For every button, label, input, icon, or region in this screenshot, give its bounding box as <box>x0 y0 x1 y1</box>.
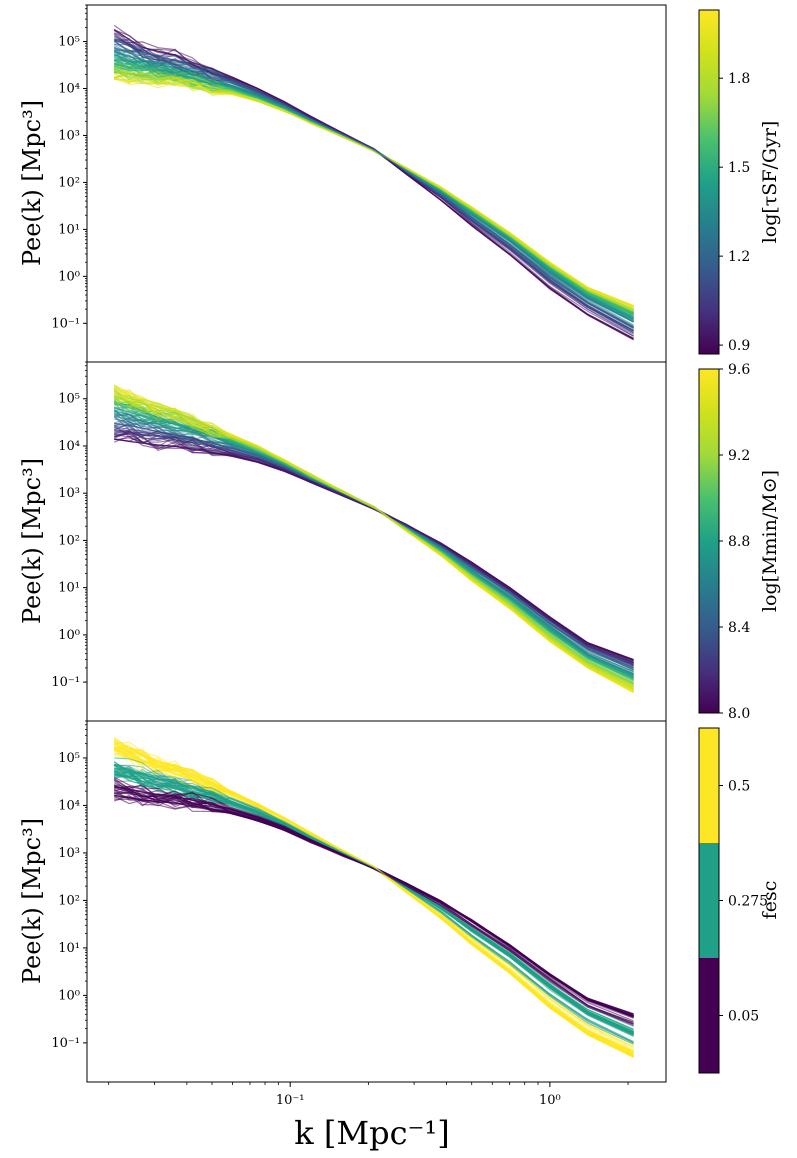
colorbar-f-esc-bins <box>699 728 719 1073</box>
cb-tick-label-1-3: 9.2 <box>728 448 750 464</box>
cb-tick-label-1-1: 8.4 <box>728 620 750 636</box>
colorbar-bin-2 <box>699 728 719 843</box>
realization-line-2-84 <box>113 784 634 1022</box>
realization-line-1-80 <box>114 390 634 693</box>
realization-line-2-71 <box>114 774 634 1037</box>
panel-tau-sf-y-ticks: 10⁻¹ 10⁰ 10¹ 10² 10³ 10⁴ 10⁵ <box>51 4 87 331</box>
y-tick-label-1-4: 10³ <box>58 486 80 501</box>
panel-f-esc-frame <box>86 720 667 1083</box>
panel-f-esc-y-label: Pee(k) [Mpc³] <box>18 818 46 984</box>
realization-line-2-86 <box>114 767 634 1034</box>
cb-tick-label-1-0: 8.0 <box>728 706 750 722</box>
y-tick-label-0-6: 10⁵ <box>58 35 80 50</box>
cb-tick-label-1-2: 8.8 <box>728 534 750 550</box>
panel-tau-sf-y-label: Pee(k) [Mpc³] <box>18 100 46 266</box>
y-tick-label-2-4: 10³ <box>58 846 80 861</box>
colorbar-m-min-label: log[Mmin/M⊙] <box>759 470 781 612</box>
y-tick-label-1-1: 10⁰ <box>58 628 80 643</box>
realization-line-1-89 <box>113 384 634 691</box>
colorbar-tau-sf: 0.9 1.2 1.5 1.8 log[τSF/Gyr] <box>698 9 781 355</box>
y-tick-label-2-2: 10¹ <box>58 941 80 956</box>
cb-tick-label-1-4: 9.6 <box>728 362 750 378</box>
realization-line-1-82 <box>113 401 634 679</box>
panel-tau-sf-lines <box>113 24 634 341</box>
panel-m-min-y-label: Pee(k) [Mpc³] <box>18 458 46 624</box>
colorbar-m-min-gradient <box>698 368 720 714</box>
colorbar-m-min: 8.0 8.4 8.8 9.2 9.6 log[Mmin/M⊙] <box>698 362 781 722</box>
realization-line-2-61 <box>114 785 634 1024</box>
colorbar-f-esc-label: fesc <box>759 881 781 920</box>
panel-m-min-lines <box>113 384 634 694</box>
realization-line-0-86 <box>113 56 634 318</box>
panel-f-esc: 10⁻¹ 10⁰ 10¹ 10² 10³ 10⁴ 10⁵ Pee(k) [Mpc³] <box>18 720 667 1083</box>
y-tick-label-0-5: 10⁴ <box>58 82 80 97</box>
x-axis-ticks: 10⁻¹ 10⁰ <box>108 1082 629 1108</box>
realization-line-2-67 <box>113 778 634 1025</box>
realization-line-0-80 <box>114 63 634 316</box>
y-tick-label-1-3: 10² <box>58 533 80 548</box>
y-tick-label-0-3: 10² <box>58 175 80 190</box>
y-tick-label-1-0: 10⁻¹ <box>51 675 80 690</box>
realization-line-2-89 <box>113 784 634 1027</box>
realization-line-2-85 <box>113 749 634 1050</box>
y-tick-label-1-2: 10¹ <box>58 581 80 596</box>
cb-tick-label-0-1: 1.2 <box>728 249 750 265</box>
realization-line-1-88 <box>113 389 634 687</box>
realization-line-1-84 <box>113 430 634 664</box>
cb-tick-label-2-1: 0.275 <box>728 894 768 910</box>
realization-line-2-50 <box>114 768 634 1038</box>
realization-line-0-87 <box>114 78 634 308</box>
realization-line-2-83 <box>113 766 634 1044</box>
y-tick-label-2-1: 10⁰ <box>58 988 80 1003</box>
panel-f-esc-lines <box>113 736 634 1058</box>
colorbar-tau-sf-gradient <box>698 9 720 355</box>
realization-line-1-60 <box>114 425 634 667</box>
realization-line-0-79 <box>114 43 634 331</box>
panel-m-min-y-ticks: 10⁻¹ 10⁰ 10¹ 10² 10³ 10⁴ 10⁵ <box>51 361 87 690</box>
colorbar-bin-1 <box>699 843 719 958</box>
y-tick-label-0-2: 10¹ <box>58 222 80 237</box>
y-tick-label-2-5: 10⁴ <box>58 798 80 813</box>
y-tick-label-1-5: 10⁴ <box>58 439 80 454</box>
panel-tau-sf: 10⁻¹ 10⁰ 10¹ 10² 10³ 10⁴ 10⁵ Pee(k) [Mpc³] <box>18 4 667 363</box>
cb-tick-label-0-3: 1.8 <box>728 71 750 87</box>
x-axis-label: k [Mpc⁻¹] <box>294 1114 449 1152</box>
x-tick-label-0: 10⁻¹ <box>276 1093 305 1108</box>
colorbar-tau-sf-label: log[τSF/Gyr] <box>759 121 781 244</box>
realization-line-0-88 <box>114 50 634 323</box>
realization-line-0-85 <box>113 70 634 312</box>
realization-line-2-88 <box>114 747 634 1058</box>
cb-tick-label-0-2: 1.5 <box>728 160 750 176</box>
colorbar-f-esc: 0.05 0.275 0.5 fesc <box>698 727 781 1074</box>
realization-line-0-89 <box>113 32 634 334</box>
colorbar-m-min-ticks: 8.0 8.4 8.8 9.2 9.6 <box>719 362 750 722</box>
realization-line-2-28 <box>114 773 634 1035</box>
panel-f-esc-y-ticks: 10⁻¹ 10⁰ 10¹ 10² 10³ 10⁴ 10⁵ <box>51 720 87 1051</box>
cb-tick-label-0-0: 0.9 <box>728 338 750 354</box>
y-tick-label-2-0: 10⁻¹ <box>51 1036 80 1051</box>
y-tick-label-0-0: 10⁻¹ <box>51 316 80 331</box>
y-tick-label-2-6: 10⁵ <box>58 751 80 766</box>
realization-line-1-86 <box>114 437 634 663</box>
realization-line-2-5 <box>114 768 634 1035</box>
panel-m-min: 10⁻¹ 10⁰ 10¹ 10² 10³ 10⁴ 10⁵ Pee(k) [Mpc³] <box>18 361 667 722</box>
y-tick-label-1-6: 10⁵ <box>58 392 80 407</box>
realization-line-0-82 <box>113 29 634 339</box>
y-tick-label-0-4: 10³ <box>58 128 80 143</box>
y-tick-label-2-3: 10² <box>58 893 80 908</box>
colorbar-bin-0 <box>699 958 719 1073</box>
colorbar-f-esc-ticks: 0.05 0.275 0.5 <box>719 779 768 1025</box>
y-tick-label-0-1: 10⁰ <box>58 269 80 284</box>
cb-tick-label-2-0: 0.05 <box>728 1009 759 1025</box>
colorbar-tau-sf-ticks: 0.9 1.2 1.5 1.8 <box>719 71 750 354</box>
realization-line-1-87 <box>113 390 634 686</box>
cb-tick-label-2-2: 0.5 <box>728 779 750 795</box>
x-tick-label-1: 10⁰ <box>539 1093 561 1108</box>
